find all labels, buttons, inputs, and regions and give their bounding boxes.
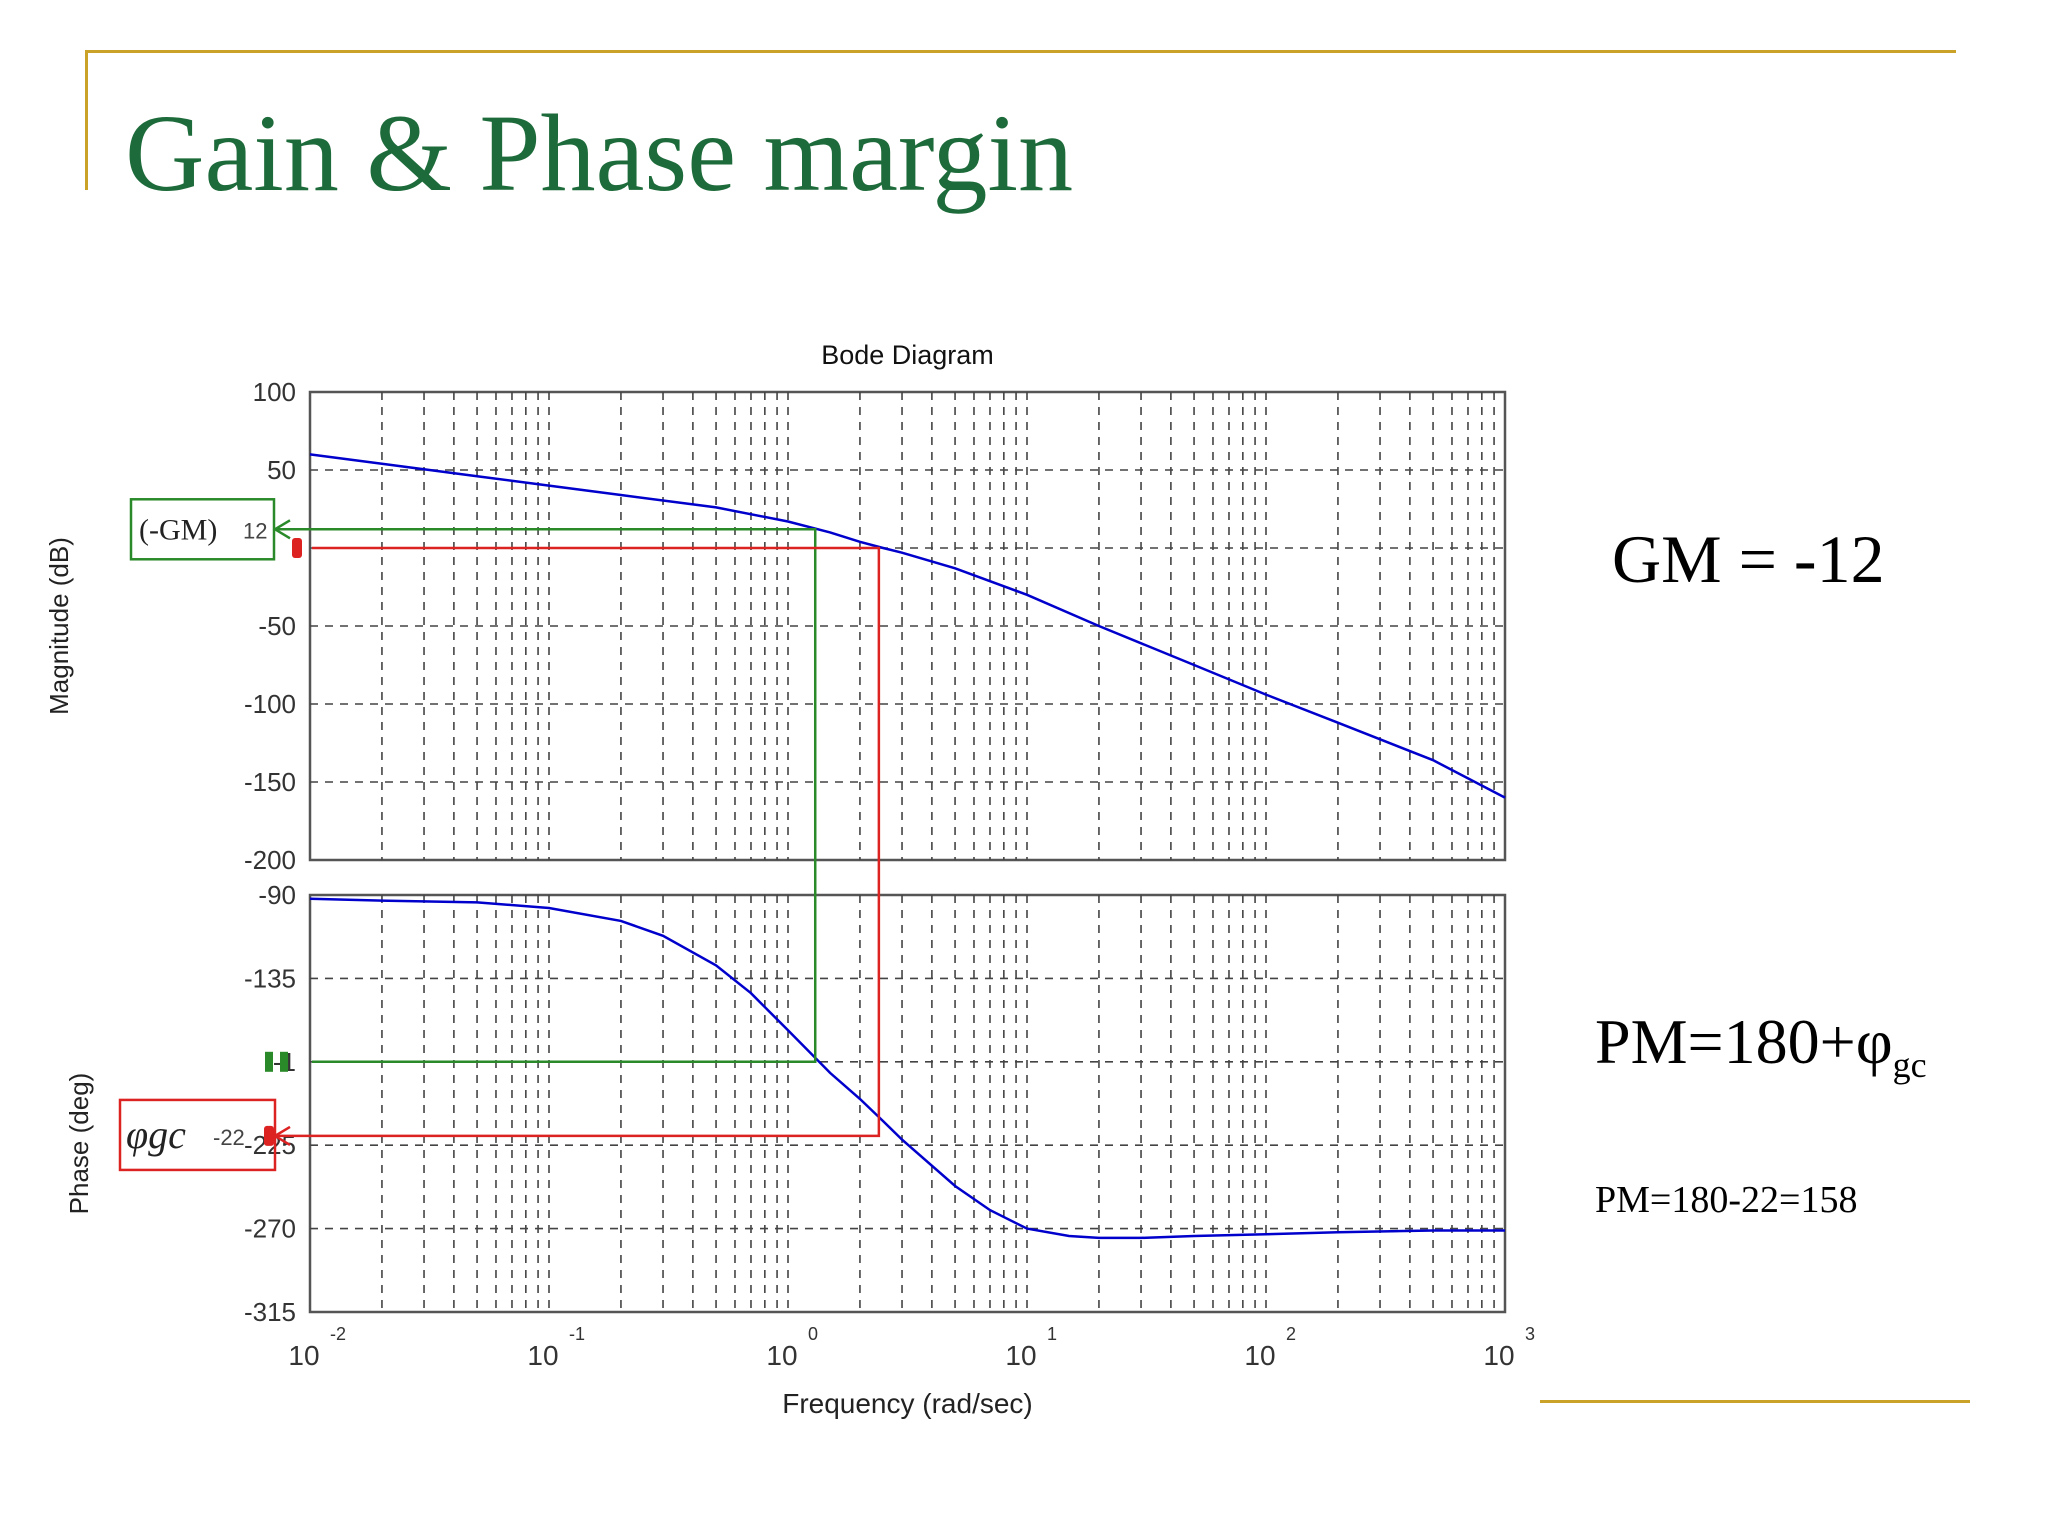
gm-tick-label: 12 — [243, 518, 267, 543]
phase-margin-formula-sub: gc — [1892, 1044, 1927, 1085]
phase-curve — [309, 897, 1505, 1240]
phase-gc-label-box — [118, 1098, 277, 1172]
magnitude-ytick-label: -100 — [244, 689, 296, 719]
title-rule-top — [85, 50, 1956, 53]
x-tick-label-base: 10 — [1005, 1340, 1036, 1371]
phase-margin-marker-line — [275, 546, 881, 1138]
phase-margin-calculation: PM=180-22=158 — [1595, 1179, 1858, 1221]
gain-margin-marker-line — [275, 528, 817, 1064]
magnitude-frame — [308, 390, 1507, 862]
gain-margin-note: GM = -12 — [1612, 521, 1885, 597]
x-tick-label-base: 10 — [1483, 1340, 1514, 1371]
x-tick-label-exponent: -1 — [569, 1324, 585, 1344]
footer-rule — [1540, 1400, 1970, 1403]
zero-db-marker — [292, 538, 302, 558]
title-rule-left — [85, 50, 88, 190]
phase-ytick-label: -135 — [244, 963, 296, 993]
phase-gc-label: φgc — [126, 1112, 186, 1157]
phase-frame — [308, 893, 1507, 1314]
gm-label-box — [129, 498, 276, 561]
x-axis-label: Frequency (rad/sec) — [782, 1388, 1033, 1419]
phase-axis-label: Phase (deg) — [64, 1073, 94, 1215]
gm-label: (-GM) — [139, 513, 217, 546]
x-tick-label-exponent: 3 — [1525, 1324, 1535, 1344]
phase-gc-marker — [264, 1125, 274, 1146]
x-tick-label-exponent: 1 — [1047, 1324, 1057, 1344]
chart-title: Bode Diagram — [821, 340, 994, 370]
phase-180-marker — [280, 1051, 288, 1072]
x-tick-label-exponent: 0 — [808, 1324, 818, 1344]
magnitude-ytick-label: -150 — [244, 767, 296, 797]
x-tick-label-base: 10 — [288, 1340, 319, 1371]
phase-gc-tick-label: -22 — [213, 1125, 245, 1150]
phase-margin-formula: PM=180+φgc — [1595, 1005, 1927, 1086]
x-tick-label-exponent: 2 — [1286, 1324, 1296, 1344]
x-tick-label-base: 10 — [527, 1340, 558, 1371]
phase-ytick-label: -315 — [244, 1297, 296, 1327]
phase-margin-formula-main: PM=180+φ — [1595, 1006, 1893, 1077]
magnitude-ytick-label: -200 — [244, 845, 296, 875]
magnitude-ytick-label: -50 — [258, 611, 296, 641]
magnitude-curve — [309, 453, 1506, 799]
phase-ytick-label: -90 — [258, 880, 296, 910]
phase-ytick-label: -270 — [244, 1214, 296, 1244]
slide-title: Gain & Phase margin — [125, 92, 1074, 214]
magnitude-ytick-label: 50 — [267, 455, 296, 485]
x-tick-label-base: 10 — [1244, 1340, 1275, 1371]
x-tick-label-exponent: -2 — [330, 1324, 346, 1344]
phase-180-marker — [265, 1051, 273, 1072]
x-tick-label-base: 10 — [766, 1340, 797, 1371]
magnitude-ytick-label: 100 — [253, 377, 296, 407]
magnitude-axis-label: Magnitude (dB) — [44, 537, 74, 715]
